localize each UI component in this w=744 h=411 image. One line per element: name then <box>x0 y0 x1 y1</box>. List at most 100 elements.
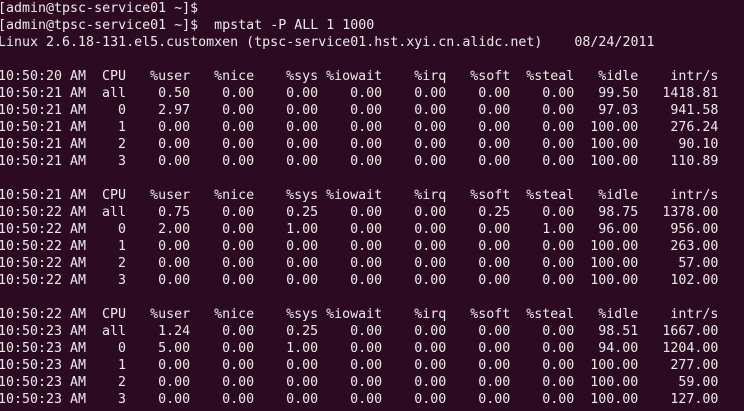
column-header: %user <box>150 188 191 203</box>
prompt: [admin@tpsc-service01 ~]$ <box>0 18 199 33</box>
cell: 0.00 <box>350 103 383 118</box>
cell: 0.00 <box>350 86 383 101</box>
cell: 0.00 <box>542 341 575 356</box>
command-line: [admin@tpsc-service01 ~]$ mpstat -P ALL … <box>0 17 744 34</box>
cell: 10:50:21 AM <box>0 103 87 118</box>
cell: 0.75 <box>158 205 191 220</box>
cell: 0.00 <box>222 341 255 356</box>
cell: 0.00 <box>286 137 319 152</box>
cell: 100.00 <box>590 358 639 373</box>
cell: 10:50:21 AM <box>0 154 87 169</box>
cell: 10:50:22 AM <box>0 205 87 220</box>
cell: 0.00 <box>478 103 511 118</box>
cell: 0.00 <box>478 222 511 237</box>
cell: 0.00 <box>542 120 575 135</box>
cell: 0.00 <box>414 86 447 101</box>
cell: 100.00 <box>590 273 639 288</box>
cell: 0.00 <box>350 358 383 373</box>
column-header: %soft <box>470 188 511 203</box>
cell: 10:50:23 AM <box>0 375 87 390</box>
data-row: 10:50:21 AM 1 0.00 0.00 0.00 0.00 0.00 0.00 0.00… <box>0 119 744 136</box>
data-row: 10:50:21 AM 2 0.00 0.00 0.00 0.00 0.00 0.00 0.00… <box>0 136 744 153</box>
cell: 0.00 <box>222 358 255 373</box>
column-header: %idle <box>598 188 639 203</box>
cell: 0.00 <box>222 375 255 390</box>
column-header: %sys <box>286 69 319 84</box>
cell: 1.00 <box>542 222 575 237</box>
cell: 0.00 <box>542 154 575 169</box>
cell: 10:50:22 AM <box>0 239 87 254</box>
cell: 0.25 <box>286 324 319 339</box>
cell: 10:50:23 AM <box>0 341 87 356</box>
cell: 0.00 <box>158 273 191 288</box>
system-info: Linux 2.6.18-131.el5.customxen (tpsc-ser… <box>0 35 543 50</box>
cell: 0.00 <box>542 86 575 101</box>
cell: 1378.00 <box>662 205 719 220</box>
cell: 0.00 <box>286 103 319 118</box>
cell: 0.00 <box>478 154 511 169</box>
column-header: CPU <box>102 69 127 84</box>
cell: 2.00 <box>158 222 191 237</box>
cell: 0.00 <box>414 103 447 118</box>
cell: 100.00 <box>590 120 639 135</box>
cell: 2 <box>118 375 127 390</box>
cell: 0.00 <box>414 137 447 152</box>
cell: 0.00 <box>222 86 255 101</box>
cell: all <box>102 86 127 101</box>
cell: 0 <box>118 103 127 118</box>
report-date: 08/24/2011 <box>574 35 655 50</box>
previous-prompt-line: [admin@tpsc-service01 ~]$ <box>0 0 744 17</box>
cell: 0.00 <box>286 256 319 271</box>
column-header: %nice <box>214 69 255 84</box>
cell: 0.00 <box>286 86 319 101</box>
cell: 2 <box>118 137 127 152</box>
cell: 0.00 <box>350 222 383 237</box>
column-header: %iowait <box>326 307 383 322</box>
column-header: %soft <box>470 69 511 84</box>
cell: 100.00 <box>590 239 639 254</box>
cell: 0.00 <box>158 392 191 407</box>
cell: 0.00 <box>414 120 447 135</box>
cell: 0.00 <box>158 239 191 254</box>
data-row: 10:50:22 AM 2 0.00 0.00 0.00 0.00 0.00 0.00 0.00… <box>0 255 744 272</box>
column-header: intr/s <box>670 307 719 322</box>
cell: 0.00 <box>478 137 511 152</box>
command-text: mpstat -P ALL 1 1000 <box>214 18 375 33</box>
cell: 0.25 <box>478 205 511 220</box>
blank-line <box>0 170 744 187</box>
cell: 10:50:22 AM <box>0 222 87 237</box>
header-row: 10:50:21 AM CPU %user %nice %sys %iowait %irq%… <box>0 187 744 204</box>
cell: 0.00 <box>222 392 255 407</box>
cell: 941.58 <box>670 103 719 118</box>
cell: 0.00 <box>286 239 319 254</box>
cell: 0.00 <box>158 358 191 373</box>
column-header: %idle <box>598 69 639 84</box>
cell: 100.00 <box>590 154 639 169</box>
cell: 10:50:23 AM <box>0 392 87 407</box>
cell: 0.00 <box>222 154 255 169</box>
cell: 0.00 <box>478 392 511 407</box>
cell: 0.00 <box>286 375 319 390</box>
cell: 10:50:23 AM <box>0 324 87 339</box>
data-row: 10:50:23 AM 1 0.00 0.00 0.00 0.00 0.00 0.00 0.00… <box>0 357 744 374</box>
cell: 1667.00 <box>662 324 719 339</box>
cell: 100.00 <box>590 137 639 152</box>
cell: 2 <box>118 256 127 271</box>
cell: 1 <box>118 120 127 135</box>
cell: 0.00 <box>414 358 447 373</box>
column-header: %irq <box>414 188 447 203</box>
column-header: %iowait <box>326 69 383 84</box>
cell: 99.50 <box>598 86 639 101</box>
cell: 3 <box>118 392 127 407</box>
data-row: 10:50:22 AM 0 2.00 0.00 1.00 0.00 0.00 0.00 1.00… <box>0 221 744 238</box>
cell: 1.00 <box>286 341 319 356</box>
cell: 0.00 <box>158 154 191 169</box>
cell: 96.00 <box>598 222 639 237</box>
cell: 0.00 <box>350 239 383 254</box>
data-row: 10:50:23 AM 0 5.00 0.00 1.00 0.00 0.00 0.00 0.00… <box>0 340 744 357</box>
cell: 0.00 <box>542 239 575 254</box>
cell: 0.00 <box>478 256 511 271</box>
data-row: 10:50:21 AM 3 0.00 0.00 0.00 0.00 0.00 0.00 0.00… <box>0 153 744 170</box>
column-header: %sys <box>286 307 319 322</box>
